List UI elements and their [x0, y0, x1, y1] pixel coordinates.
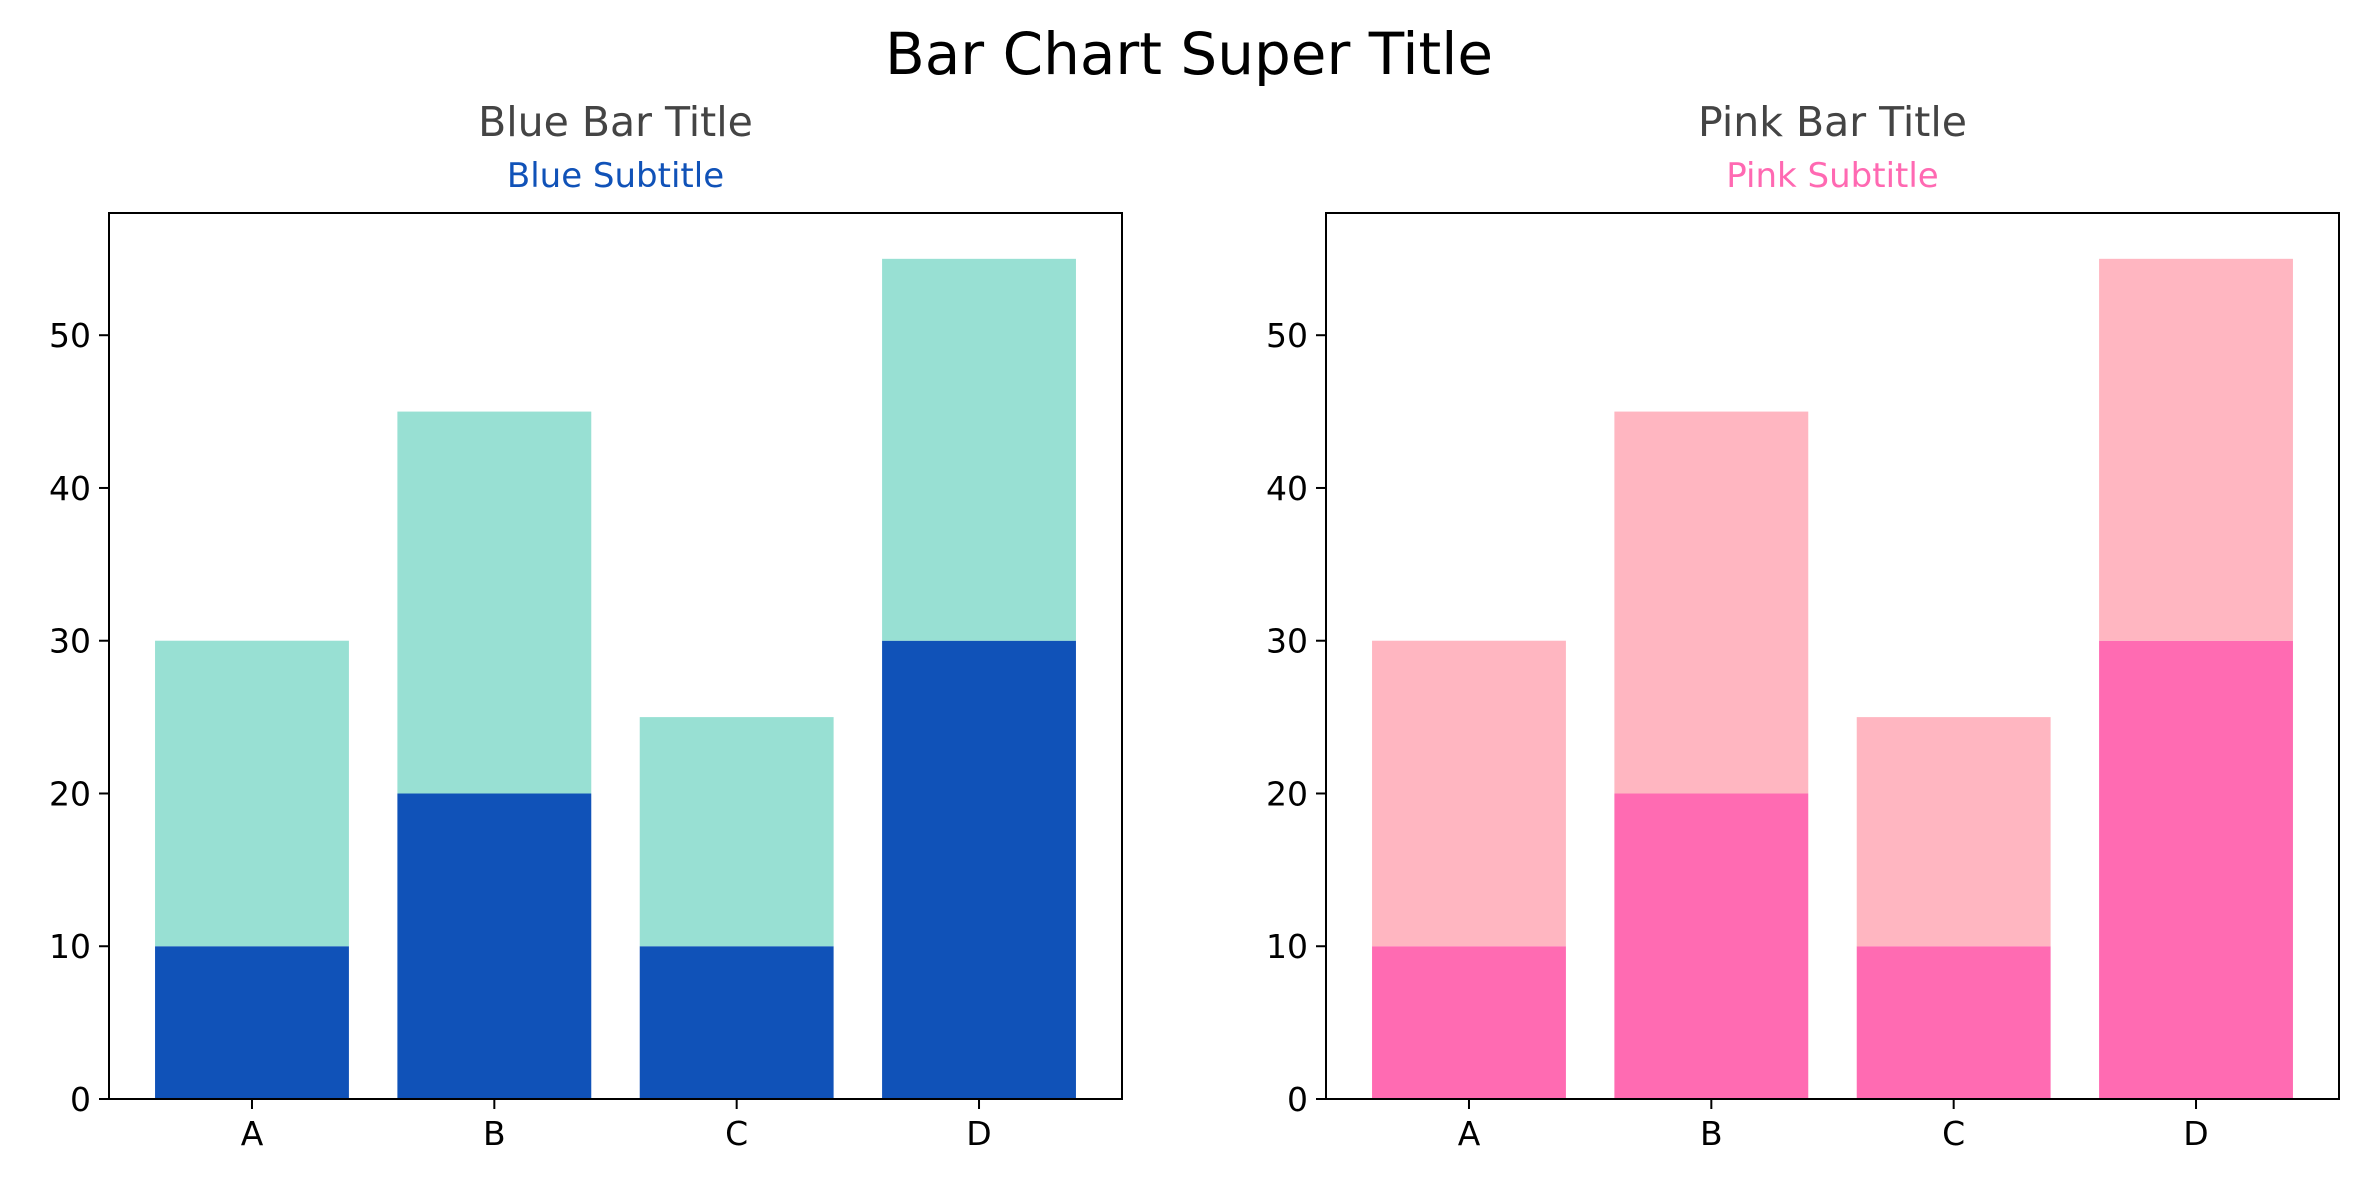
bar-d-segment-1	[2099, 640, 2293, 1099]
y-tick-label-10: 10	[49, 927, 91, 966]
bar-b-segment-1	[397, 793, 592, 1099]
chart-panels: 0 10 20 30 40 50 A B C D Blue Bar Title Blue Subtit…	[49, 98, 2340, 1153]
axes-frame	[108, 212, 1123, 1100]
panel-title: Pink Bar Title	[1698, 98, 1967, 146]
chart-panel-2: 0 10 20 30 40 50 A B C D Pink Bar Title Pink Subtit…	[1266, 98, 2340, 1153]
x-tick-label-c: C	[1942, 1114, 1965, 1153]
bar-b-segment-2	[1614, 411, 1809, 794]
bar-c-segment-1	[639, 946, 834, 1099]
y-tick-label-40: 40	[49, 469, 91, 508]
y-tick-label-0: 0	[70, 1080, 91, 1119]
bar-d-segment-2	[882, 258, 1076, 641]
bar-c-segment-2	[639, 717, 834, 947]
bar-c-segment-1	[1856, 946, 2051, 1099]
y-tick-label-10: 10	[1266, 927, 1308, 966]
y-tick-label-20: 20	[1266, 774, 1308, 813]
bar-c-segment-2	[1856, 717, 2051, 947]
chart-panel-1: 0 10 20 30 40 50 A B C D Blue Bar Title Blue Subtit…	[49, 98, 1123, 1153]
bar-a-segment-2	[1372, 640, 1566, 947]
panel-subtitle: Blue Subtitle	[507, 156, 724, 196]
x-tick-label-a: A	[241, 1114, 264, 1153]
bar-b-segment-2	[397, 411, 592, 794]
x-tick-label-b: B	[1700, 1114, 1723, 1153]
bar-d-segment-2	[2099, 258, 2293, 641]
y-tick-label-40: 40	[1266, 469, 1308, 508]
y-tick-label-50: 50	[49, 316, 91, 355]
panel-subtitle: Pink Subtitle	[1726, 156, 1938, 196]
axes-frame	[1325, 212, 2340, 1100]
y-tick-label-50: 50	[1266, 316, 1308, 355]
y-tick-label-30: 30	[49, 622, 91, 661]
bar-b-segment-1	[1614, 793, 1809, 1099]
x-tick-label-d: D	[966, 1114, 991, 1153]
bar-d-segment-1	[882, 640, 1076, 1099]
x-tick-label-b: B	[483, 1114, 506, 1153]
suptitle: Bar Chart Super Title	[885, 20, 1493, 88]
bar-a-segment-1	[1372, 946, 1566, 1099]
bar-a-segment-1	[155, 946, 349, 1099]
x-tick-label-d: D	[2183, 1114, 2208, 1153]
y-tick-label-30: 30	[1266, 622, 1308, 661]
x-tick-label-a: A	[1458, 1114, 1481, 1153]
y-tick-label-20: 20	[49, 774, 91, 813]
x-tick-label-c: C	[725, 1114, 748, 1153]
panel-title: Blue Bar Title	[478, 98, 753, 146]
y-tick-label-0: 0	[1287, 1080, 1308, 1119]
bar-a-segment-2	[155, 640, 349, 947]
